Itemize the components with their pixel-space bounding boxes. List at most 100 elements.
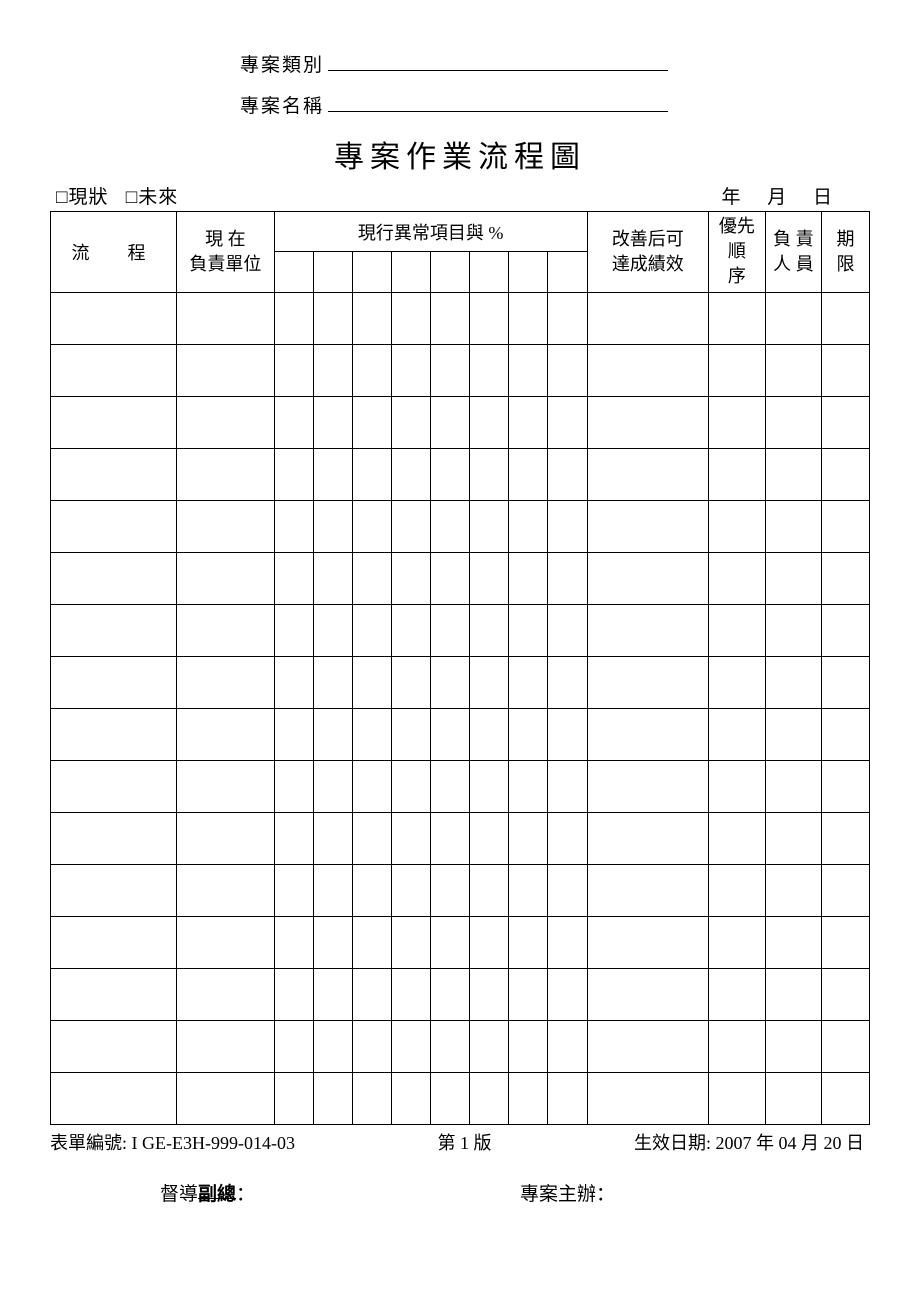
cell: [177, 344, 275, 396]
anomaly-sub-4: [431, 252, 470, 292]
cell: [274, 604, 313, 656]
table-row: [51, 1072, 870, 1124]
cell: [709, 708, 765, 760]
cell: [470, 396, 509, 448]
cell: [470, 448, 509, 500]
cell: [509, 396, 548, 448]
responsible-l2: 人 員: [773, 254, 814, 274]
deadline-l1: 期: [837, 229, 855, 249]
table-row: [51, 292, 870, 344]
cell: [822, 1020, 870, 1072]
cell: [274, 500, 313, 552]
cell: [431, 708, 470, 760]
cell: [51, 1020, 177, 1072]
cell: [51, 864, 177, 916]
cell: [431, 396, 470, 448]
cell: [431, 500, 470, 552]
cell: [392, 1020, 431, 1072]
cell: [548, 708, 587, 760]
table-row: [51, 864, 870, 916]
cell: [352, 500, 391, 552]
table-row: [51, 500, 870, 552]
cell: [587, 344, 709, 396]
cell: [313, 396, 352, 448]
anomaly-sub-5: [470, 252, 509, 292]
cell: [470, 968, 509, 1020]
cell: [709, 500, 765, 552]
cell: [587, 656, 709, 708]
cell: [313, 864, 352, 916]
cell: [587, 448, 709, 500]
signature-line: 督導副總： 專案主辦：: [50, 1179, 870, 1206]
cell: [392, 1072, 431, 1124]
col-improvement: 改善后可 達成績效: [587, 212, 709, 293]
checkbox-group: □現狀 □未來: [56, 182, 178, 209]
cell: [822, 552, 870, 604]
cell: [509, 448, 548, 500]
cell: [509, 968, 548, 1020]
cell: [51, 812, 177, 864]
subheader: □現狀 □未來 年 月 日: [50, 182, 870, 211]
cell: [313, 448, 352, 500]
cell: [765, 448, 821, 500]
form-number: 表單編號: I GE-E3H-999-014-03: [50, 1129, 295, 1155]
cell: [51, 656, 177, 708]
category-label: 專案類別: [240, 50, 324, 77]
cell: [709, 760, 765, 812]
cell: [587, 292, 709, 344]
cell: [51, 968, 177, 1020]
cell: [352, 604, 391, 656]
cell: [392, 968, 431, 1020]
cell: [177, 708, 275, 760]
anomaly-sub-1: [313, 252, 352, 292]
cell: [765, 864, 821, 916]
cell: [765, 396, 821, 448]
table-row: [51, 968, 870, 1020]
cell: [470, 760, 509, 812]
cell: [587, 916, 709, 968]
cell: [431, 604, 470, 656]
anomaly-sub-3: [392, 252, 431, 292]
cell: [765, 292, 821, 344]
cell: [352, 292, 391, 344]
cell: [587, 1072, 709, 1124]
page-title: 專案作業流程圖: [50, 132, 870, 176]
cell: [431, 916, 470, 968]
header-row-1: 流 程 現 在 負責單位 現行異常項目與 % 改善后可 達成績效 優先順 序 負…: [51, 212, 870, 252]
date-month: 月: [767, 187, 788, 208]
cell: [509, 760, 548, 812]
priority-l2: 序: [728, 266, 746, 286]
cell: [313, 1020, 352, 1072]
cell: [352, 344, 391, 396]
cell: [709, 1072, 765, 1124]
cell: [765, 968, 821, 1020]
table-row: [51, 656, 870, 708]
cell: [352, 708, 391, 760]
cell: [392, 448, 431, 500]
cell: [177, 604, 275, 656]
anomaly-sub-7: [548, 252, 587, 292]
cell: [274, 968, 313, 1020]
cell: [822, 448, 870, 500]
cell: [509, 604, 548, 656]
cell: [274, 552, 313, 604]
cell: [470, 916, 509, 968]
cell: [470, 864, 509, 916]
cell: [177, 916, 275, 968]
cell: [177, 552, 275, 604]
cell: [509, 292, 548, 344]
anomaly-sub-0: [274, 252, 313, 292]
cell: [431, 760, 470, 812]
cell: [822, 1072, 870, 1124]
cell: [587, 968, 709, 1020]
col-current-unit: 現 在 負責單位: [177, 212, 275, 293]
cell: [822, 500, 870, 552]
cell: [470, 1072, 509, 1124]
cell: [548, 604, 587, 656]
cell: [51, 448, 177, 500]
cell: [765, 552, 821, 604]
cell: [587, 396, 709, 448]
cell: [177, 1020, 275, 1072]
cell: [470, 604, 509, 656]
cell: [392, 916, 431, 968]
